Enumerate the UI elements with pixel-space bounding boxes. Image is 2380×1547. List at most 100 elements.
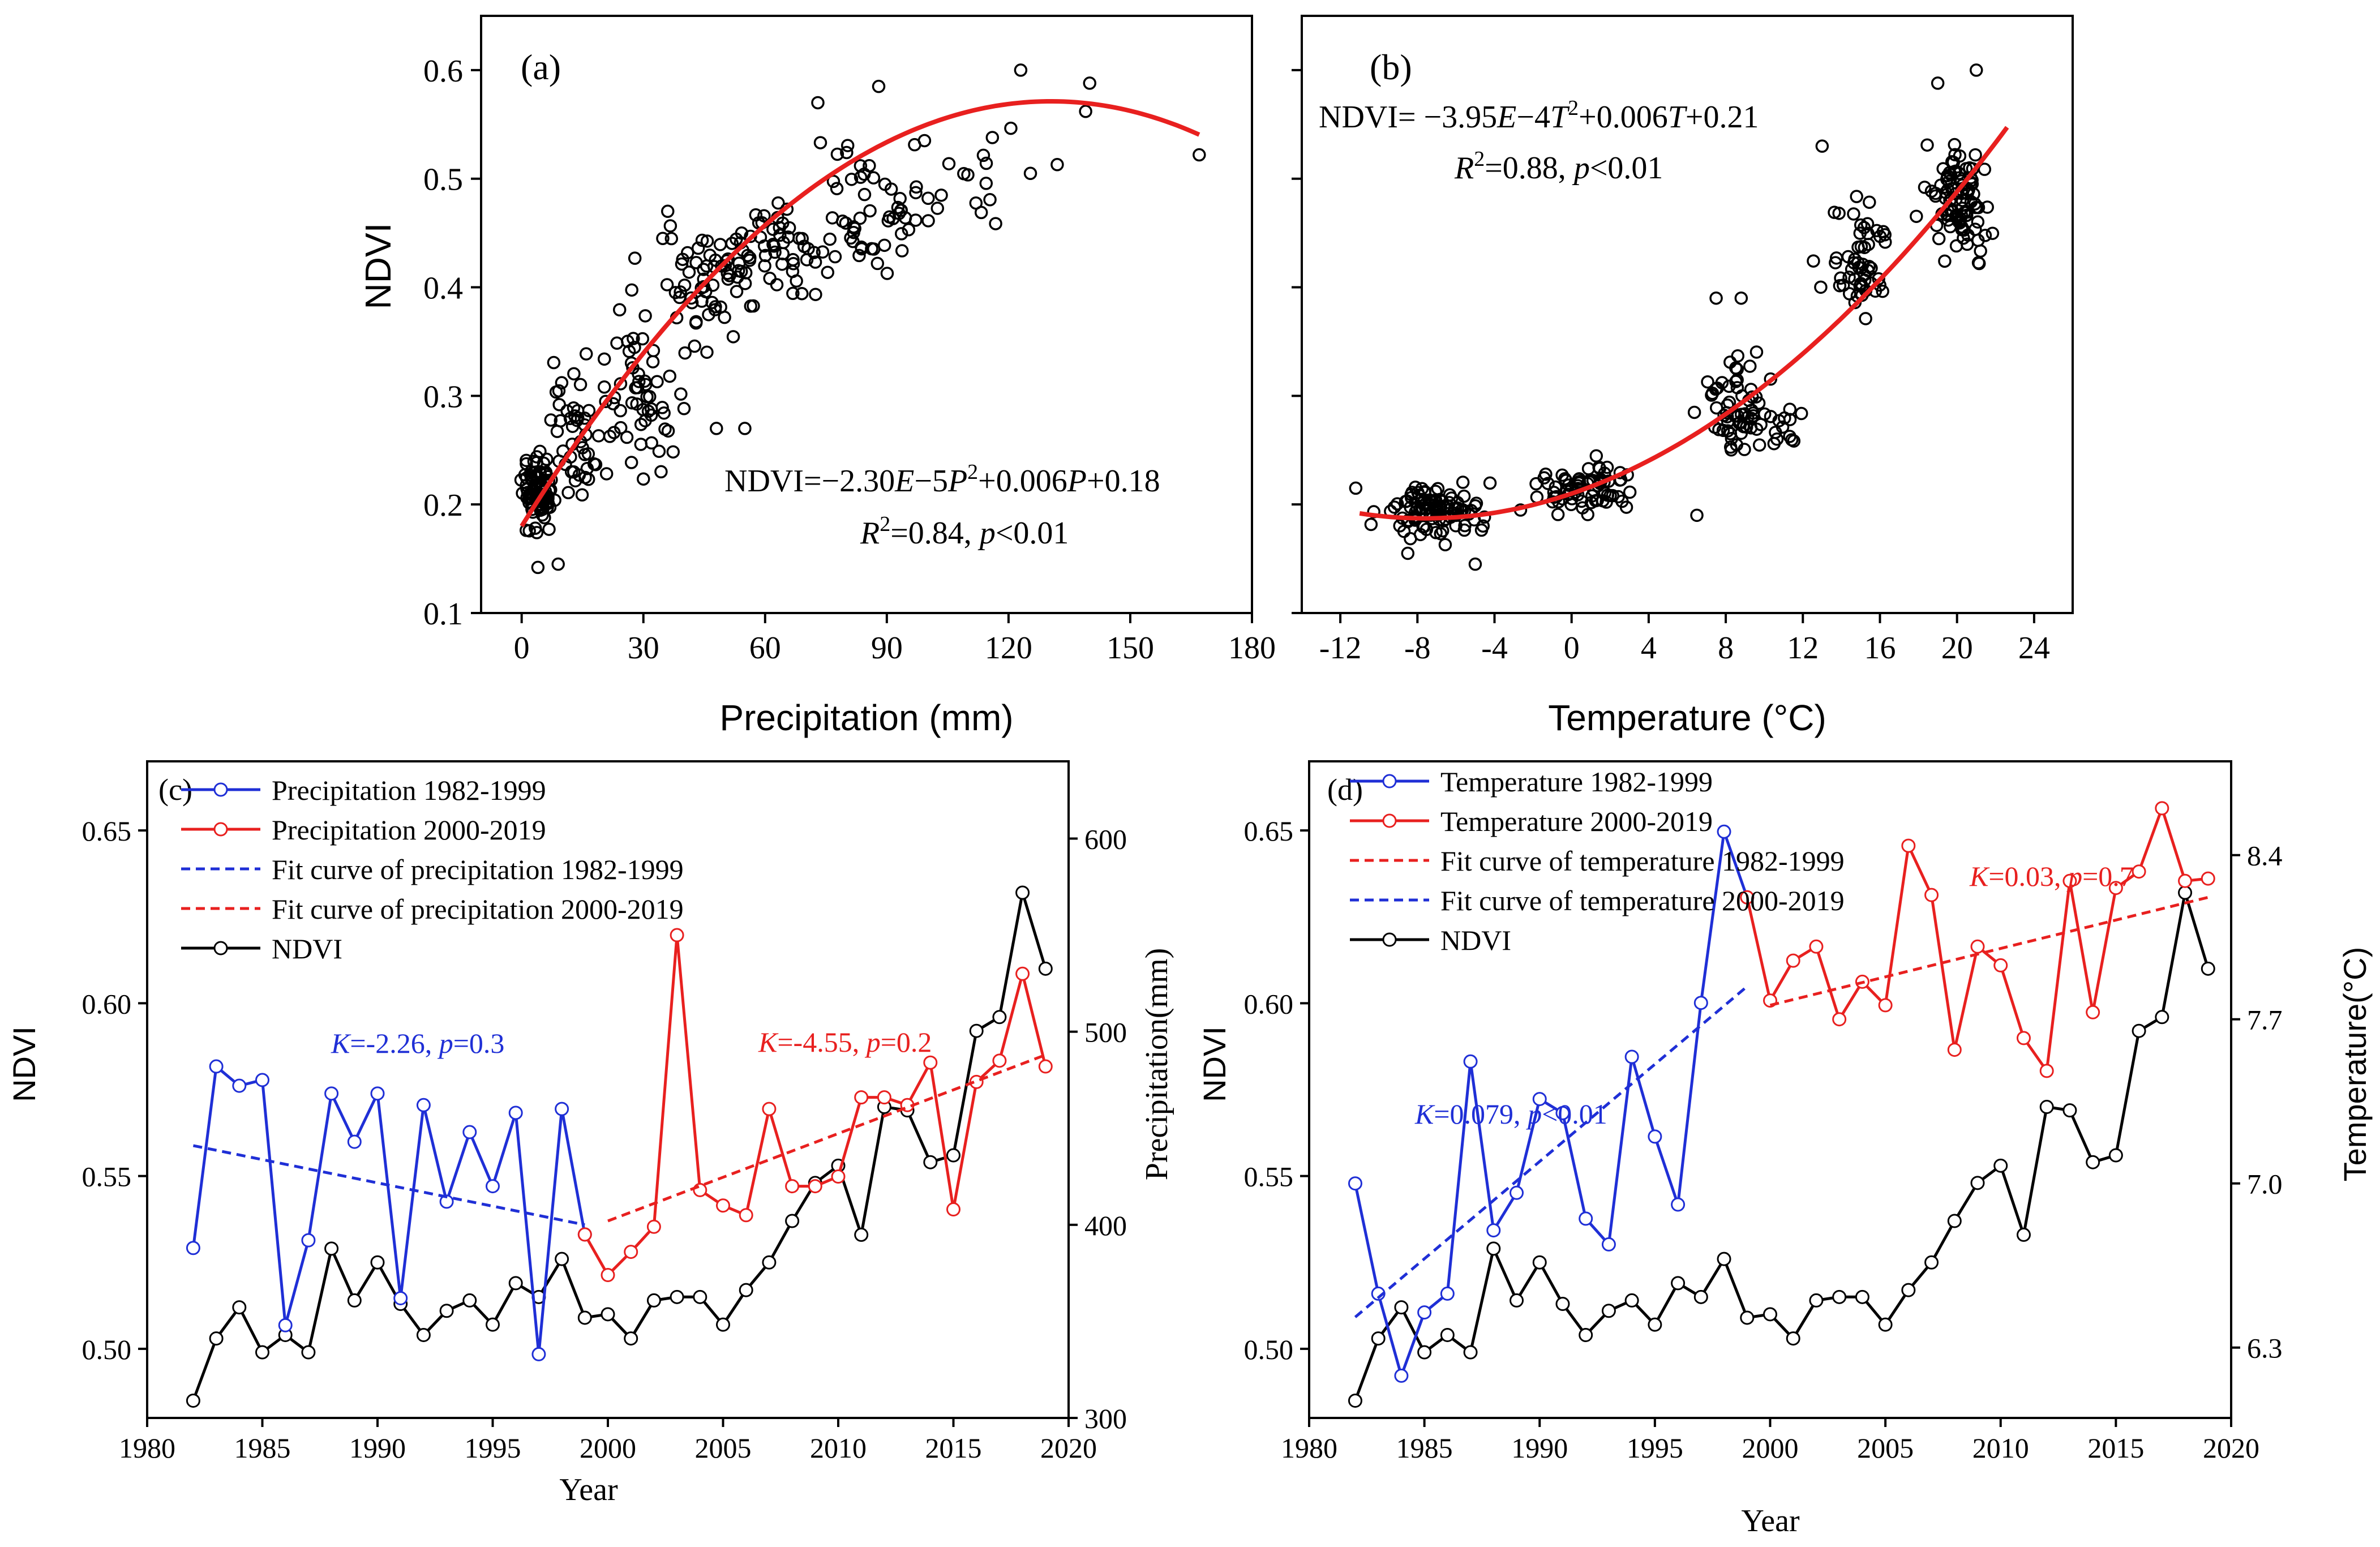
series-marker [1015,966,1030,981]
data-point [612,303,627,317]
data-point [880,267,894,280]
data-point [529,465,543,479]
data-point [614,421,628,435]
y2-axis-title: Precipitation(mm) [1139,948,1174,1181]
fit-line-2 [192,1144,585,1227]
data-point [550,425,564,438]
series-marker [2086,1005,2100,1019]
data-point [591,429,606,443]
data-point [1854,218,1868,232]
data-point [857,187,872,202]
text-span: E [894,464,914,499]
series-marker [1015,885,1030,900]
data-point [552,398,566,412]
annotation-d-1: K=0.079, p<0.01 [1414,1098,1607,1130]
series-marker [601,1268,615,1283]
data-point [655,401,669,414]
data-point [661,204,675,218]
data-point [763,272,777,285]
series-marker [1809,1293,1824,1308]
series-marker [762,1255,777,1270]
data-point [1860,217,1875,231]
series-line-4 [192,892,1047,1402]
series-marker [693,1182,707,1197]
data-point [666,445,680,459]
series-marker [2108,881,2123,895]
data-point [1971,256,1986,269]
equation-b: NDVI= −3.95E−4T2+0.006T+0.21 [1319,96,1759,135]
data-point [1814,280,1828,294]
data-point [1847,256,1861,270]
series-marker [1532,1092,1547,1107]
data-point [870,256,885,271]
data-point [830,147,844,161]
data-point [674,387,688,401]
data-point [786,253,800,267]
series-marker [992,1053,1007,1068]
x-tick-label: 2020 [1040,1432,1097,1464]
series-marker [1394,1368,1409,1383]
data-point [721,252,735,266]
data-point [786,286,800,301]
y-tick-label: 0.50 [82,1334,132,1365]
data-point [597,352,611,366]
text-span: K [1969,860,1990,892]
data-point [877,238,891,252]
data-point [1978,229,1992,242]
data-point [828,250,842,264]
y-tick-label: 0.60 [1244,988,1294,1019]
data-point [1969,148,1982,162]
series-marker [1440,1286,1455,1301]
data-point [852,248,866,263]
x-tick-label: 2015 [2087,1432,2144,1464]
data-point [942,157,956,170]
data-point [663,369,676,383]
series-marker [1417,1345,1432,1360]
data-point [603,430,617,443]
series-marker [624,1331,638,1346]
panel-a: 0 30 60 90 120 150 180 0.1 0.2 0.3 0.4 0.5 0.6 (a) Pre… [358,15,1276,738]
data-point [1457,489,1471,503]
series-marker [1970,1176,1985,1190]
data-point [1956,194,1970,207]
data-point [961,168,975,182]
data-point [1850,190,1863,203]
x-tick-label: 1990 [349,1432,406,1464]
data-point [840,145,854,160]
data-point [677,402,691,415]
data-point [708,303,722,316]
series-marker [1486,1241,1501,1256]
data-point [542,522,556,536]
data-point [695,294,709,308]
data-point [614,377,628,391]
data-point [634,438,648,451]
series-marker [1671,1197,1686,1212]
legend-marker [1382,932,1397,947]
data-point [1723,427,1738,440]
series-marker [1717,1252,1731,1266]
data-point [614,404,627,418]
data-point [622,344,636,358]
x-tick-label: 1980 [1281,1432,1337,1464]
data-point [657,406,671,420]
x-tick-label: 1990 [1511,1432,1568,1464]
y2-tick-label: 400 [1084,1210,1127,1241]
fit-line-3 [607,1053,1047,1223]
data-point [1734,291,1748,305]
x-tick-label: 1985 [1396,1432,1453,1464]
y-tick-label: 0.2 [423,488,463,523]
data-point [1757,407,1772,421]
data-point [1872,272,1885,286]
series-marker [324,1241,339,1256]
data-point [1715,376,1729,389]
data-point [668,286,683,299]
data-point [646,355,660,368]
data-point [878,177,892,191]
series-marker [2016,1227,2031,1242]
data-point [1709,291,1723,305]
data-point [1537,471,1551,485]
data-point [1687,405,1701,419]
series-marker [2039,1064,2054,1078]
series-marker [877,1090,891,1105]
series-marker [2132,1023,2146,1038]
